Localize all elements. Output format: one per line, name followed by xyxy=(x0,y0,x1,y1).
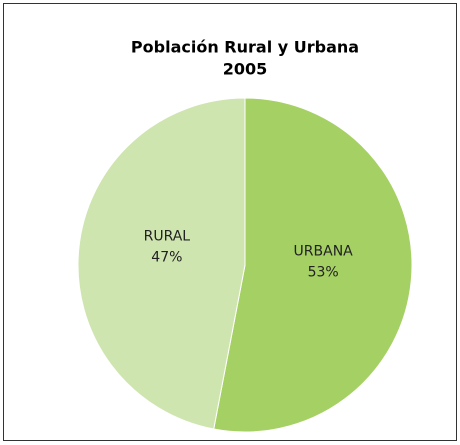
value-label: 47% xyxy=(151,250,182,266)
value-label: 53% xyxy=(308,264,339,280)
chart-title: Población Rural y Urbana xyxy=(131,38,359,57)
pie-slice xyxy=(213,97,413,433)
slice-label: URBANA xyxy=(294,243,354,259)
chart-subtitle: 2005 xyxy=(223,60,268,79)
slice-label: RURAL xyxy=(144,229,191,245)
pie-slice xyxy=(77,97,246,430)
